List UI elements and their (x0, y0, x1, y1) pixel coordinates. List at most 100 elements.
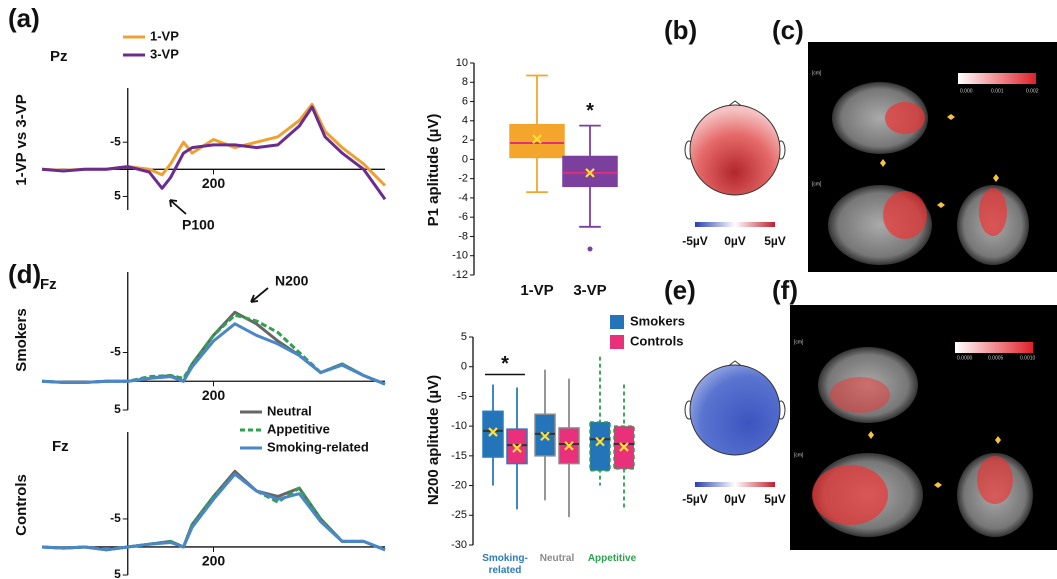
y-tick-label: 5 (461, 331, 467, 343)
scale-label: -5µV (682, 234, 708, 248)
x-tick-label: 3-VP (573, 282, 606, 299)
channel-label: Pz (50, 48, 68, 65)
y-axis-label: Controls (13, 474, 30, 536)
legend-label: Appetitive (267, 421, 330, 436)
y-tick-label: -12 (452, 269, 468, 281)
annotation: N200 (275, 273, 309, 289)
y-tick-label: -25 (451, 509, 467, 521)
legend-label: Smokers (630, 313, 685, 328)
y-tick-label: -8 (458, 230, 468, 242)
panel-label: (d) (8, 259, 41, 289)
box (506, 428, 528, 465)
brain-image (790, 305, 1057, 550)
line-series (41, 310, 386, 386)
x-tick-label: Neutral (539, 553, 575, 564)
y-tick-label: 2 (462, 134, 468, 146)
topomap (684, 100, 786, 227)
y-tick-label: 0 (462, 153, 468, 165)
scale-label: 0µV (724, 492, 746, 506)
y-tick-label: -2 (458, 173, 468, 185)
y-tick-label: 5 (114, 189, 121, 203)
y-tick-label: -10 (452, 250, 468, 262)
y-axis-label: Smokers (13, 308, 30, 371)
axis-unit: [cm] (812, 181, 822, 187)
scale-label: -5µV (682, 492, 708, 506)
axis-unit: [cm] (794, 339, 804, 345)
x-tick-label: Smoking-related (482, 553, 528, 576)
y-tick-label: 8 (462, 76, 468, 88)
line-series (41, 472, 386, 552)
y-tick-label: -10 (451, 420, 467, 432)
y-axis-label: 1-VP vs 3-VP (13, 94, 30, 185)
y-tick-label: 6 (462, 95, 468, 107)
panel-label: (b) (664, 15, 697, 45)
significance: * (586, 100, 594, 122)
legend-label: Smoking-related (267, 439, 369, 454)
x-tick-label: 1-VP (520, 282, 553, 299)
scale-label: 0.0005 (988, 355, 1004, 361)
brain-image (808, 42, 1057, 272)
mean-marker (540, 431, 550, 442)
mean-marker (585, 168, 595, 178)
mean-marker (532, 134, 542, 144)
y-tick-label: -30 (451, 539, 467, 551)
legend-label: 3-VP (150, 46, 179, 61)
x-tick-label: 200 (202, 387, 226, 403)
channel-label: Fz (40, 276, 57, 293)
y-tick-label: 5 (114, 402, 121, 416)
y-axis-label: N200 aplitude (µV) (425, 375, 442, 505)
y-tick-label: -5 (110, 511, 121, 525)
legend-swatch (610, 335, 624, 349)
y-tick-label: -5 (110, 345, 121, 359)
scale-label: 5µV (764, 234, 786, 248)
box (509, 123, 565, 159)
legend-label: Controls (630, 333, 683, 348)
annotation: P100 (182, 217, 215, 233)
line-series (41, 313, 386, 386)
mean-marker (512, 443, 522, 453)
legend-label: 1-VP (150, 28, 179, 43)
y-tick-label: -20 (451, 479, 467, 491)
x-tick-label: 200 (202, 175, 226, 191)
scale-label: 0.002 (1026, 88, 1039, 94)
axis-unit: [cm] (812, 70, 822, 76)
panel-label: (c) (772, 15, 804, 45)
y-tick-label: -5 (457, 390, 467, 402)
arrow (169, 199, 187, 215)
line-series (41, 105, 387, 201)
legend-swatch (610, 315, 624, 329)
scale-label: 0.0010 (1020, 355, 1036, 361)
topomap (684, 360, 786, 487)
scale-label: 0µV (724, 234, 746, 248)
mean-marker (619, 442, 629, 452)
channel-label: Fz (52, 438, 69, 455)
axis-unit: [cm] (794, 452, 804, 458)
y-tick-label: 10 (456, 57, 468, 69)
x-tick-label: Appetitive (587, 553, 637, 564)
significance: * (501, 353, 509, 375)
panel-label: (a) (8, 3, 40, 33)
scale-label: 0.001 (991, 88, 1004, 94)
mean-marker (564, 440, 574, 451)
line-series (41, 472, 386, 552)
y-tick-label: -6 (458, 211, 468, 223)
mean-marker (595, 436, 605, 447)
box (589, 421, 611, 472)
y-tick-label: -5 (110, 134, 121, 148)
y-tick-label: -15 (451, 450, 467, 462)
y-tick-label: 0 (461, 361, 467, 373)
panel-label: (f) (772, 275, 798, 305)
legend-label: Neutral (267, 403, 312, 418)
box (482, 410, 504, 458)
x-tick-label: 200 (202, 553, 226, 569)
scale-label: 5µV (764, 492, 786, 506)
outlier (587, 246, 593, 252)
line-series (41, 322, 386, 386)
y-tick-label: 4 (462, 115, 468, 127)
scale-label: 0.0000 (957, 355, 973, 361)
mean-marker (488, 427, 498, 437)
scale-label: 0.000 (960, 88, 973, 94)
arrow (250, 287, 269, 303)
